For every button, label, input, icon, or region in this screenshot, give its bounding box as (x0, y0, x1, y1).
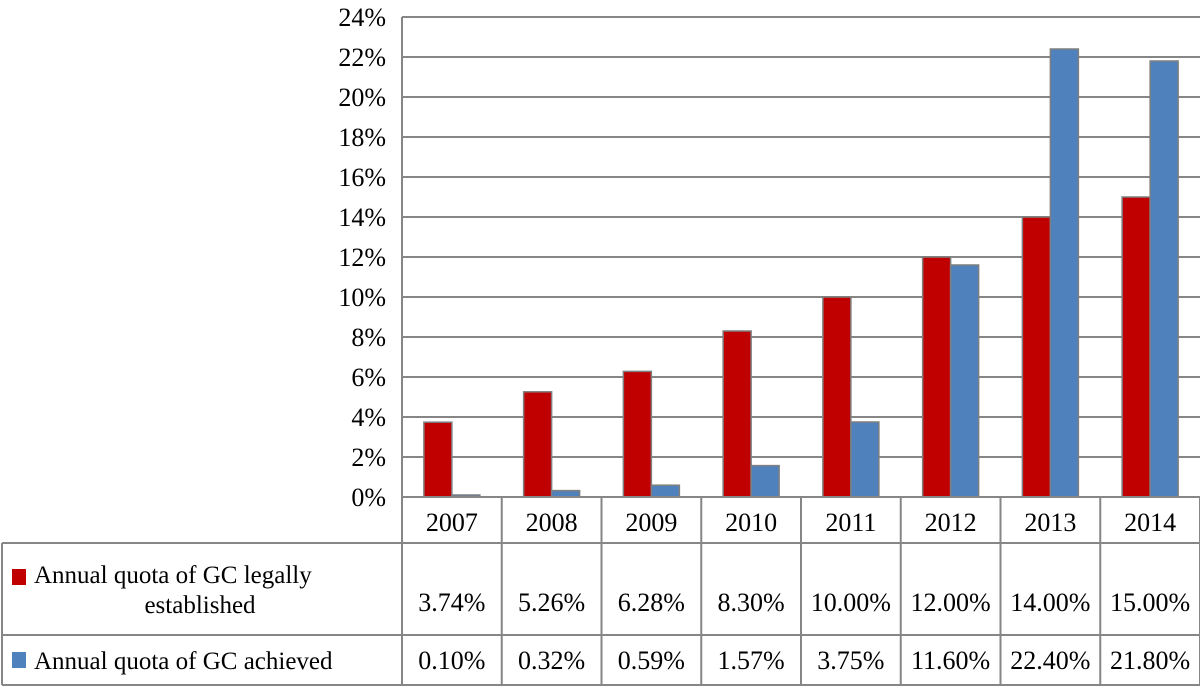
bar-established-2012 (921, 256, 952, 498)
table-cell-value: 14.00% (1010, 588, 1090, 617)
bar-established-2008 (522, 391, 553, 498)
table-cell-value: 0.59% (618, 646, 685, 675)
y-tick-label: 20% (338, 83, 386, 112)
y-tick-label: 2% (351, 443, 386, 472)
data-table: 2007 2008 2009 2010 2011 2012 2013 2014 Annual q… (1, 496, 1200, 686)
y-tick-labels: 0% 2% 4% 6% 8% 10% 12% 14% 16% 18% 20% 22% 24% (338, 3, 386, 512)
bar-established-2013 (1021, 216, 1052, 498)
category-label: 2013 (1024, 508, 1076, 537)
bar-achieved-2010 (750, 464, 780, 498)
y-tick-label: 16% (338, 163, 386, 192)
bar-established-2011 (822, 296, 852, 498)
series-name: established (144, 592, 256, 619)
category-label: 2010 (725, 508, 777, 537)
gridlines (402, 16, 1200, 498)
table-cell-value: 0.10% (418, 646, 485, 675)
series-name: Annual quota of GC achieved (34, 648, 333, 675)
table-cell-value: 5.26% (518, 588, 585, 617)
y-tick-label: 12% (338, 243, 386, 272)
bar-established-2010 (722, 330, 752, 498)
table-cell-value: 22.40% (1010, 646, 1090, 675)
y-tick-label: 18% (338, 123, 386, 152)
bar-achieved-2013 (1049, 48, 1080, 498)
table-cell-value: 12.00% (911, 588, 991, 617)
category-label: 2014 (1124, 508, 1176, 537)
table-cell-value: 15.00% (1110, 588, 1190, 617)
bar-achieved-2014 (1149, 60, 1179, 498)
table-cell-value: 3.74% (418, 588, 485, 617)
table-cell-value: 10.00% (811, 588, 891, 617)
bar-established-2014 (1121, 196, 1151, 498)
table-cell-value: 1.57% (718, 646, 785, 675)
y-tick-label: 14% (338, 203, 386, 232)
y-tick-label: 6% (351, 363, 386, 392)
table-cell-value: 21.80% (1110, 646, 1190, 675)
bar-achieved-2011 (850, 421, 880, 498)
y-tick-label: 4% (351, 403, 386, 432)
series-name: Annual quota of GC legally (34, 562, 312, 589)
category-label: 2011 (825, 508, 876, 537)
bar-achieved-2009 (650, 484, 681, 498)
legend-key-achieved (12, 652, 26, 668)
bar-established-2009 (622, 370, 653, 498)
table-cell-value: 8.30% (718, 588, 785, 617)
table-cell-value: 6.28% (618, 588, 685, 617)
y-tick-label: 10% (338, 283, 386, 312)
category-label: 2009 (625, 508, 677, 537)
y-tick-label: 0% (351, 483, 386, 512)
table-cell-value: 3.75% (817, 646, 884, 675)
category-label: 2008 (526, 508, 578, 537)
category-label: 2012 (925, 508, 977, 537)
bars (423, 48, 1179, 498)
category-label: 2007 (426, 508, 478, 537)
table-cell-value: 0.32% (518, 646, 585, 675)
bar-established-2007 (423, 421, 453, 498)
table-cell-value: 11.60% (911, 646, 990, 675)
legend-key-established (12, 569, 26, 585)
y-tick-label: 24% (338, 3, 386, 32)
bar-achieved-2012 (949, 264, 980, 498)
y-tick-label: 22% (338, 43, 386, 72)
y-tick-label: 8% (351, 323, 386, 352)
